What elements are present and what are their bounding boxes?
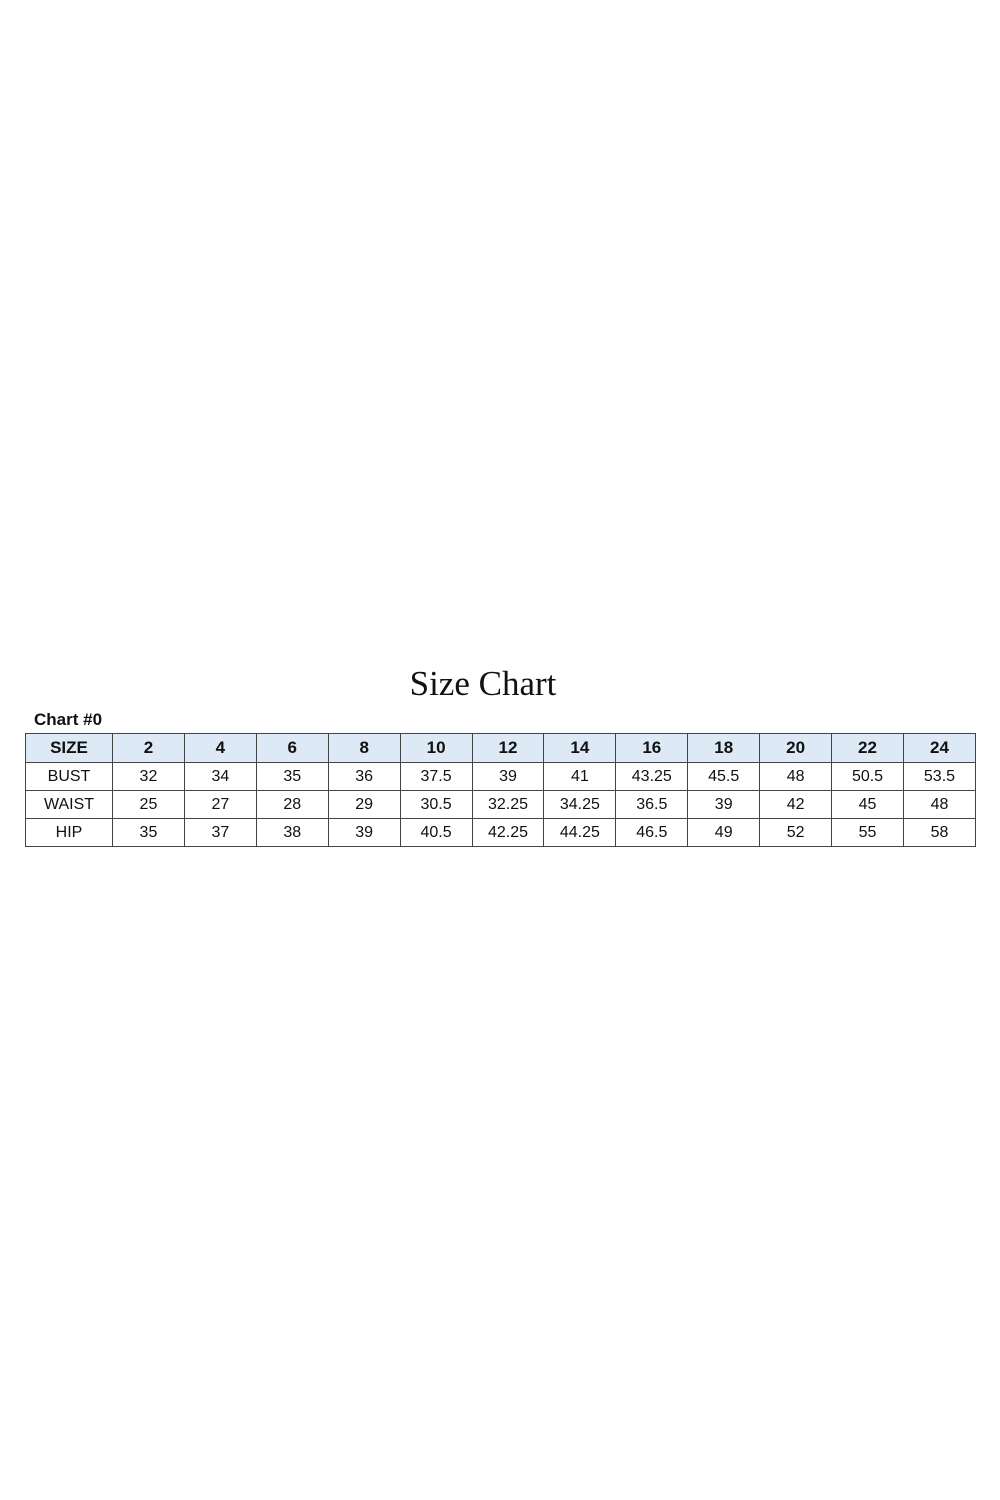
- row-label: WAIST: [25, 790, 113, 819]
- table-cell: 44.25: [543, 818, 617, 847]
- table-cell: 53.5: [902, 762, 977, 791]
- table-cell: 42.25: [471, 818, 545, 847]
- table-cell: 39: [471, 762, 545, 791]
- table-cell: 39: [327, 818, 401, 847]
- table-cell: 35: [112, 818, 185, 847]
- size-column-header: 8: [327, 733, 401, 763]
- table-cell: 43.25: [615, 762, 689, 791]
- table-cell: 34.25: [543, 790, 617, 819]
- table-cell: 35: [255, 762, 329, 791]
- size-column-header: 4: [183, 733, 257, 763]
- table-cell: 58: [902, 818, 977, 847]
- table-cell: 40.5: [399, 818, 473, 847]
- table-cell: 55: [831, 818, 904, 847]
- table-cell: 30.5: [399, 790, 473, 819]
- table-cell: 37.5: [399, 762, 473, 791]
- row-label: BUST: [25, 762, 113, 791]
- table-cell: 52: [759, 818, 833, 847]
- table-cell: 25: [112, 790, 185, 819]
- table-cell: 49: [687, 818, 761, 847]
- table-cell: 41: [543, 762, 617, 791]
- table-cell: 50.5: [831, 762, 904, 791]
- header-row: SIZE 2 4 6 8 10 12 14 16 18 20 22 24: [25, 733, 977, 763]
- table-cell: 28: [255, 790, 329, 819]
- row-label: HIP: [25, 818, 113, 847]
- table-cell: 45.5: [687, 762, 761, 791]
- table-cell: 36: [327, 762, 401, 791]
- size-column-header: 14: [543, 733, 617, 763]
- table-cell: 32: [112, 762, 185, 791]
- table-cell: 42: [759, 790, 833, 819]
- size-header: SIZE: [25, 733, 113, 763]
- page-title: Size Chart: [409, 664, 557, 703]
- table-cell: 48: [759, 762, 833, 791]
- table-cell: 48: [902, 790, 977, 819]
- table-cell: 37: [183, 818, 257, 847]
- table-cell: 27: [183, 790, 257, 819]
- size-column-header: 2: [112, 733, 185, 763]
- table-cell: 29: [327, 790, 401, 819]
- table-row: BUST 32 34 35 36 37.5 39 41 43.25 45.5 48 50.5 53.5: [25, 762, 977, 791]
- size-column-header: 16: [615, 733, 689, 763]
- size-column-header: 20: [759, 733, 833, 763]
- size-column-header: 22: [831, 733, 904, 763]
- table-row: WAIST 25 27 28 29 30.5 32.25 34.25 36.5 39 42 45 48: [25, 790, 977, 819]
- size-column-header: 10: [399, 733, 473, 763]
- size-column-header: 18: [687, 733, 761, 763]
- size-column-header: 12: [471, 733, 545, 763]
- table-cell: 38: [255, 818, 329, 847]
- table-cell: 39: [687, 790, 761, 819]
- chart-subtitle: Chart #0: [34, 710, 103, 729]
- table-cell: 32.25: [471, 790, 545, 819]
- table-cell: 45: [831, 790, 904, 819]
- table-cell: 34: [183, 762, 257, 791]
- size-column-header: 24: [902, 733, 977, 763]
- size-chart-table: SIZE 2 4 6 8 10 12 14 16 18 20 22 24 BUST 32 34 35 36 37.…: [25, 733, 977, 847]
- table-row: HIP 35 37 38 39 40.5 42.25 44.25 46.5 49 52 55 58: [25, 818, 977, 847]
- table-cell: 36.5: [615, 790, 689, 819]
- table-cell: 46.5: [615, 818, 689, 847]
- size-column-header: 6: [255, 733, 329, 763]
